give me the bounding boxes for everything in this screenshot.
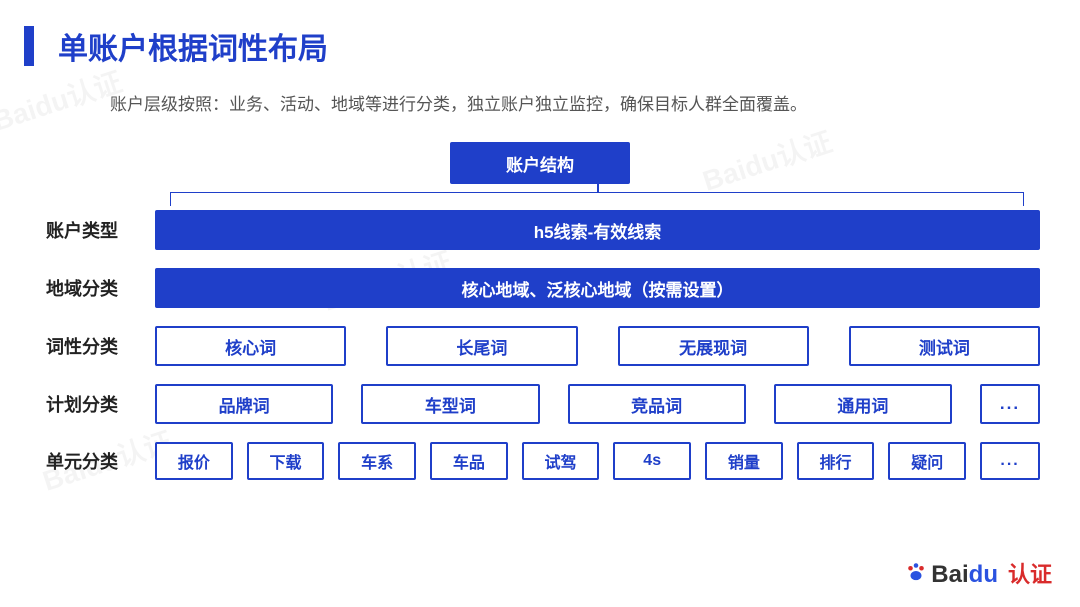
box-word-test: 测试词 [849,326,1040,366]
row-boxes: 核心地域、泛核心地域（按需设置） [155,268,1040,308]
connector-row [40,192,1040,208]
row-plan: 计划分类 品牌词 车型词 竞品词 通用词 ... [40,384,1040,424]
row-label: 计划分类 [40,391,155,417]
row-boxes: 报价 下载 车系 车品 试驾 4s 销量 排行 疑问 ... [155,442,1040,480]
watermark: Baidu认证 [0,60,127,139]
bracket [170,192,1024,206]
box-unit-rank: 排行 [797,442,875,480]
hierarchy-diagram: 账户结构 账户类型 h5线索-有效线索 地域分类 核心地域、泛核心地域（按需设置… [40,140,1040,498]
box-unit-testdrive: 试驾 [522,442,600,480]
row-region: 地域分类 核心地域、泛核心地域（按需设置） [40,268,1040,308]
row-label: 词性分类 [40,333,155,359]
box-unit-sales: 销量 [705,442,783,480]
box-region: 核心地域、泛核心地域（按需设置） [155,268,1040,308]
title-bar: 单账户根据词性布局 [24,24,328,68]
bracket-stem [597,183,599,193]
baidu-cert-logo: Baidu 认证 [905,557,1052,589]
box-unit-product: 车品 [430,442,508,480]
box-unit-4s: 4s [613,442,691,480]
root-row: 账户结构 [40,140,1040,186]
title-accent [24,26,34,66]
row-boxes: h5线索-有效线索 [155,210,1040,250]
row-word-class: 词性分类 核心词 长尾词 无展现词 测试词 [40,326,1040,366]
row-boxes: 核心词 长尾词 无展现词 测试词 [155,326,1040,366]
subtitle: 账户层级按照：业务、活动、地域等进行分类，独立账户独立监控，确保目标人群全面覆盖… [110,90,807,115]
box-plan-more: ... [980,384,1040,424]
baidu-paw-icon [905,560,927,582]
logo-bai: Baidu [931,561,998,589]
box-word-longtail: 长尾词 [386,326,577,366]
box-account-type: h5线索-有效线索 [155,210,1040,250]
box-unit-quote: 报价 [155,442,233,480]
page-title: 单账户根据词性布局 [58,24,328,68]
box-word-noshow: 无展现词 [618,326,809,366]
box-word-core: 核心词 [155,326,346,366]
box-plan-model: 车型词 [361,384,539,424]
root-node: 账户结构 [450,142,630,184]
box-unit-download: 下载 [247,442,325,480]
box-unit-more: ... [980,442,1040,480]
row-unit: 单元分类 报价 下载 车系 车品 试驾 4s 销量 排行 疑问 ... [40,442,1040,480]
logo-cert: 认证 [1008,557,1052,589]
row-label: 单元分类 [40,448,155,474]
box-plan-brand: 品牌词 [155,384,333,424]
box-unit-series: 车系 [338,442,416,480]
row-boxes: 品牌词 车型词 竞品词 通用词 ... [155,384,1040,424]
box-plan-general: 通用词 [774,384,952,424]
row-label: 账户类型 [40,217,155,243]
box-unit-question: 疑问 [888,442,966,480]
row-label: 地域分类 [40,275,155,301]
box-plan-competitor: 竞品词 [568,384,746,424]
row-account-type: 账户类型 h5线索-有效线索 [40,210,1040,250]
